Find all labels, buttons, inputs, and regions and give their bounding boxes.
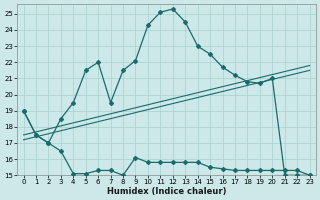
X-axis label: Humidex (Indice chaleur): Humidex (Indice chaleur) — [107, 187, 226, 196]
